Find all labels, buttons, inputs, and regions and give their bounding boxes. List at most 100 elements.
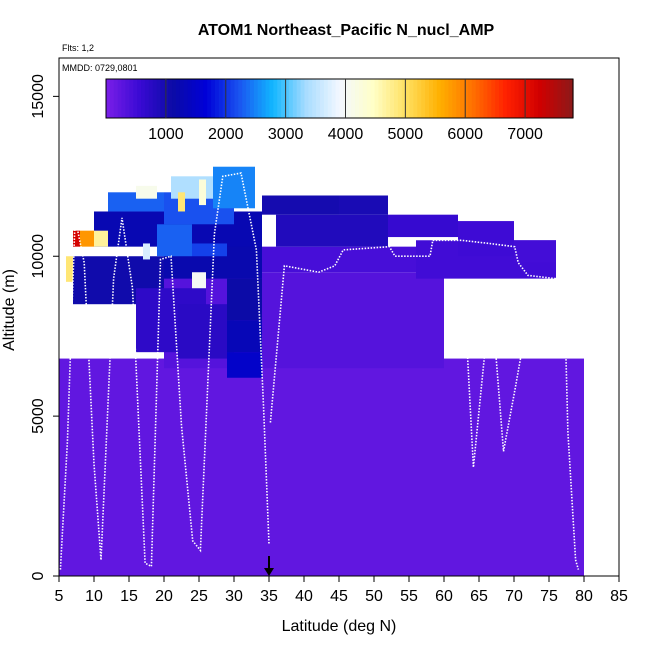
- colorbar-swatch: [261, 79, 267, 118]
- colorbar-swatch: [316, 79, 321, 118]
- colorbar-swatch: [444, 79, 450, 118]
- colorbar-swatch: [109, 79, 115, 118]
- heatmap-cell: [66, 256, 73, 282]
- flights-note: Flts: 1,2: [62, 43, 94, 53]
- colorbar-swatch: [471, 79, 477, 118]
- colorbar-swatch: [429, 79, 434, 118]
- colorbar-swatch: [320, 79, 325, 118]
- colorbar-swatch: [557, 79, 562, 118]
- colorbar-swatch: [230, 79, 236, 118]
- colorbar-swatch: [569, 79, 574, 118]
- y-tick-label: 0: [30, 571, 47, 580]
- y-tick-label: 15000: [30, 74, 47, 119]
- colorbar-swatch: [207, 79, 212, 118]
- colorbar-tick-label: 1000: [148, 126, 184, 143]
- colorbar-swatch: [491, 79, 496, 118]
- colorbar-swatch: [257, 79, 263, 118]
- heatmap-cell: [514, 240, 556, 263]
- colorbar-swatch: [312, 79, 317, 118]
- colorbar-swatch: [211, 79, 216, 118]
- colorbar-swatch: [448, 79, 453, 118]
- colorbar-swatch: [464, 79, 469, 118]
- colorbar-swatch: [561, 79, 566, 118]
- y-tick-label: 5000: [30, 398, 47, 434]
- colorbar-swatch: [456, 79, 461, 118]
- dates-note: MMDD: 0729,0801: [62, 63, 138, 73]
- heatmap-cell: [227, 352, 262, 378]
- x-tick-label: 10: [85, 588, 103, 605]
- colorbar-swatch: [432, 79, 438, 118]
- heatmap-cell: [80, 230, 94, 247]
- colorbar-tick-label: 2000: [208, 126, 244, 143]
- colorbar-swatch: [534, 79, 539, 118]
- colorbar-swatch: [183, 79, 189, 118]
- colorbar-swatch: [382, 79, 387, 118]
- colorbar-swatch: [506, 79, 512, 118]
- colorbar-swatch: [137, 79, 142, 118]
- colorbar-tick-label: 7000: [507, 126, 543, 143]
- colorbar-swatch: [121, 79, 127, 118]
- heatmap-cell: [227, 320, 262, 353]
- y-tick-label: 10000: [30, 234, 47, 279]
- colorbar-swatch: [187, 79, 193, 118]
- colorbar-swatch: [144, 79, 150, 118]
- colorbar-swatch: [417, 79, 422, 118]
- colorbar-swatch: [502, 79, 508, 118]
- heatmap-cell: [59, 358, 584, 576]
- colorbar-swatch: [285, 79, 290, 118]
- colorbar-swatch: [156, 79, 162, 118]
- heatmap-cells: [59, 166, 584, 576]
- x-tick-label: 75: [540, 588, 558, 605]
- colorbar-swatch: [549, 79, 555, 118]
- colorbar-swatch: [125, 79, 130, 118]
- x-tick-label: 5: [55, 588, 64, 605]
- colorbar-swatch: [164, 79, 169, 118]
- colorbar-swatch: [133, 79, 138, 118]
- colorbar-swatch: [129, 79, 134, 118]
- colorbar-tick-label: 6000: [447, 126, 483, 143]
- colorbar-swatch: [499, 79, 504, 118]
- colorbar-swatch: [335, 79, 341, 118]
- heatmap-cell: [143, 243, 150, 260]
- heatmap-cell: [339, 195, 388, 215]
- x-tick-label: 40: [295, 588, 313, 605]
- colorbar-swatch: [487, 79, 492, 118]
- heatmap-cell: [213, 166, 255, 209]
- colorbar-swatch: [436, 79, 442, 118]
- flight-track: [59, 172, 270, 570]
- colorbar-swatch: [425, 79, 430, 118]
- heatmap-cell: [157, 224, 192, 257]
- colorbar-swatch: [386, 79, 391, 118]
- colorbar-swatch: [327, 79, 333, 118]
- heatmap-cell: [192, 272, 206, 289]
- colorbar-swatch: [199, 79, 204, 118]
- colorbar-swatch: [106, 79, 111, 118]
- latitude-marker-arrow-icon: [264, 556, 274, 576]
- colorbar-frame: [105, 78, 574, 119]
- colorbar-swatch: [160, 79, 165, 118]
- x-tick-label: 55: [400, 588, 418, 605]
- colorbar-swatch: [300, 79, 306, 118]
- colorbar-swatch: [214, 79, 220, 118]
- flight-track: [269, 239, 580, 570]
- colorbar-swatch: [265, 79, 271, 118]
- heatmap-cell: [227, 278, 262, 321]
- x-tick-label: 15: [120, 588, 138, 605]
- colorbar-swatch: [238, 79, 243, 118]
- x-tick-label: 65: [470, 588, 488, 605]
- x-axis-label: Latitude (deg N): [282, 618, 397, 635]
- colorbar-swatch: [288, 79, 294, 118]
- colorbar-swatch: [249, 79, 255, 118]
- colorbar-swatch: [351, 79, 356, 118]
- colorbar-swatch: [405, 79, 411, 118]
- x-tick-label: 25: [190, 588, 208, 605]
- chart-title: ATOM1 Northeast_Pacific N_nucl_AMP: [198, 22, 495, 39]
- heatmap-cell: [94, 230, 108, 247]
- colorbar-swatch: [176, 79, 181, 118]
- heatmap-cell: [276, 214, 388, 247]
- colorbar-swatch: [234, 79, 239, 118]
- colorbar-swatch: [148, 79, 154, 118]
- colorbar-swatch: [141, 79, 146, 118]
- colorbar-swatch: [222, 79, 228, 118]
- heatmap-cell: [262, 195, 339, 215]
